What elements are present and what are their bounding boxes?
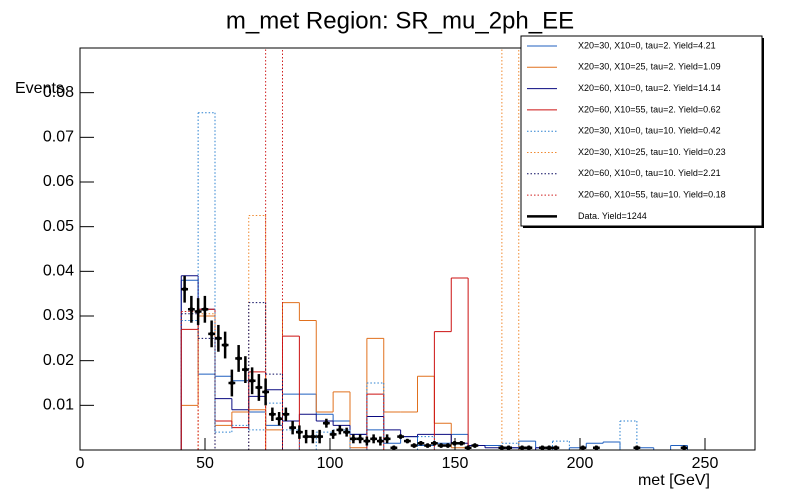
data-point	[371, 436, 376, 442]
data-point	[425, 443, 430, 448]
legend-label: X20=60, X10=0, tau=2. Yield=14.14	[578, 83, 721, 93]
data-point	[445, 443, 451, 448]
y-tick-label: 0.08	[43, 84, 74, 101]
data-point	[411, 443, 417, 448]
data-point	[384, 436, 390, 442]
data-point	[391, 445, 397, 450]
x-tick-label: 50	[196, 455, 214, 472]
data-point	[256, 385, 262, 390]
data-point	[432, 441, 437, 446]
data-point	[195, 309, 201, 314]
y-tick-label: 0.01	[43, 397, 74, 414]
y-tick-label: 0.06	[43, 173, 74, 190]
data-point	[546, 445, 552, 450]
data-point	[553, 445, 559, 450]
data-point	[344, 429, 349, 435]
legend-label: X20=30, X10=25, tau=2. Yield=1.09	[578, 62, 721, 72]
data-point	[276, 416, 282, 421]
legend-label: X20=30, X10=0, tau=2. Yield=4.21	[578, 40, 716, 50]
data-point	[182, 287, 187, 292]
data-point	[330, 432, 336, 437]
data-point	[189, 307, 194, 312]
data-point	[418, 441, 424, 446]
data-point	[243, 367, 248, 372]
plot-area	[180, 48, 688, 450]
chart-title: m_met Region: SR_mu_2ph_EE	[226, 7, 574, 34]
x-axis-label: met [GeV]	[638, 472, 710, 489]
data-point	[283, 412, 289, 417]
data-point	[398, 434, 403, 439]
data-point	[364, 438, 370, 444]
data-point	[290, 425, 295, 430]
y-tick-label: 0.03	[43, 307, 74, 324]
legend-label: X20=30, X10=25, tau=10. Yield=0.23	[578, 147, 726, 157]
data-point	[459, 441, 464, 446]
y-axis-label: Events	[15, 80, 64, 97]
legend-label: X20=60, X10=55, tau=2. Yield=0.62	[578, 104, 721, 114]
legend-label: X20=30, X10=0, tau=10. Yield=0.42	[578, 126, 721, 136]
data-point	[540, 445, 545, 450]
data-point	[337, 427, 343, 433]
x-tick-label: 100	[317, 455, 344, 472]
data-point	[472, 443, 478, 448]
data-point	[249, 378, 255, 383]
data-point	[681, 445, 687, 450]
y-tick-label: 0.05	[43, 218, 74, 235]
data-point	[310, 434, 316, 439]
data-point	[526, 445, 532, 450]
data-point	[499, 445, 505, 450]
data-point	[465, 445, 471, 450]
data-point	[357, 436, 363, 442]
data-point	[580, 445, 586, 450]
data-point	[229, 380, 235, 386]
data-point	[324, 421, 329, 426]
data-point	[519, 445, 525, 450]
frame	[79, 47, 756, 451]
data-point	[222, 342, 228, 348]
data-point	[506, 445, 511, 450]
x-tick-label: 150	[442, 455, 469, 472]
data-point	[634, 445, 640, 450]
x-tick-label: 250	[692, 455, 719, 472]
data-point	[594, 445, 599, 450]
data-point	[438, 443, 444, 448]
data-point	[297, 429, 302, 435]
y-tick-label: 0.04	[43, 263, 74, 280]
x-tick-label: 200	[567, 455, 594, 472]
legend-label: X20=60, X10=55, tau=10. Yield=0.18	[578, 189, 726, 199]
data-point	[236, 356, 241, 361]
data-point	[270, 412, 275, 417]
legend-label: Data. Yield=1244	[578, 211, 647, 221]
data-point	[209, 331, 214, 337]
data-point	[216, 336, 221, 341]
data-point	[317, 434, 322, 439]
y-tick-label: 0.07	[43, 129, 74, 146]
data-point	[378, 438, 383, 444]
legend-box	[520, 35, 763, 227]
data-point	[351, 436, 356, 442]
data-point	[303, 434, 309, 439]
y-tick-label: 0.02	[43, 352, 74, 369]
data-point	[202, 307, 208, 312]
x-tick-label: 0	[76, 455, 85, 472]
data-point	[405, 438, 410, 444]
data-point	[263, 389, 268, 395]
legend-label: X20=60, X10=0, tau=10. Yield=2.21	[578, 168, 721, 178]
